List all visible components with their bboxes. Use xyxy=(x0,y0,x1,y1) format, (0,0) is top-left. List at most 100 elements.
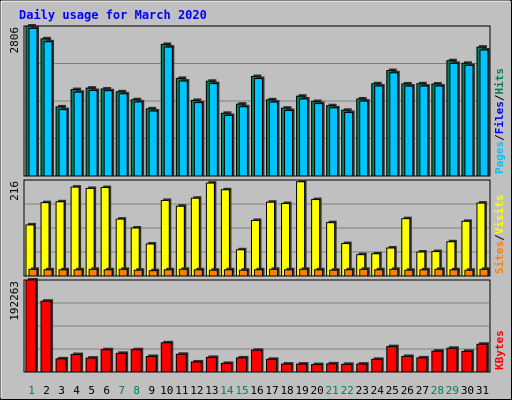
day-label-24: 24 xyxy=(371,384,385,397)
bar-kbytes-day-2 xyxy=(40,300,52,373)
bar-kbytes-day-13 xyxy=(205,356,217,373)
bar-visits-day-6 xyxy=(100,187,110,277)
bar-sites-day-11 xyxy=(178,268,188,277)
chart-title: Daily usage for March 2020 xyxy=(19,8,207,22)
bar-kbytes-day-31 xyxy=(476,343,488,373)
bar-sites-day-6 xyxy=(103,269,113,277)
bar-visits-day-13 xyxy=(205,182,215,277)
bar-files-day-3 xyxy=(58,109,68,177)
day-label-23: 23 xyxy=(356,384,369,397)
bar-files-day-2 xyxy=(43,41,53,177)
bar-files-day-19 xyxy=(299,98,309,177)
bar-files-day-11 xyxy=(178,80,188,177)
bar-files-day-24 xyxy=(374,85,384,177)
panel-pages-legend: Pages/Files/Hits xyxy=(493,68,506,174)
day-label-13: 13 xyxy=(205,384,218,397)
bar-sites-day-7 xyxy=(118,268,128,277)
bar-kbytes-day-12 xyxy=(190,361,202,373)
bar-visits-day-16 xyxy=(250,219,260,277)
panel-visits-legend: Sites/Visits xyxy=(493,195,506,275)
day-label-7: 7 xyxy=(118,384,125,397)
legend-separator: / xyxy=(493,234,506,241)
bar-sites-day-12 xyxy=(193,269,203,277)
day-label-25: 25 xyxy=(386,384,399,397)
day-label-12: 12 xyxy=(190,384,203,397)
day-label-8: 8 xyxy=(133,384,140,397)
bar-kbytes-day-10 xyxy=(160,342,172,373)
panel-visits: 216 Sites/Visits xyxy=(8,179,506,277)
chart-panels: 2806Pages/Files/Hits216Sites/Visits19226… xyxy=(8,24,506,373)
bar-sites-day-5 xyxy=(88,268,98,277)
panel-pages: 2806 Pages/Files/Hits xyxy=(8,24,506,177)
bar-files-day-29 xyxy=(449,62,459,177)
day-label-31: 31 xyxy=(476,384,489,397)
bar-files-day-6 xyxy=(103,90,113,177)
bar-sites-day-17 xyxy=(269,268,279,277)
bar-visits-day-2 xyxy=(40,202,50,277)
day-label-17: 17 xyxy=(265,384,278,397)
bar-kbytes-day-23 xyxy=(356,363,368,373)
day-label-15: 15 xyxy=(235,384,248,397)
bar-sites-day-30 xyxy=(464,269,474,277)
day-label-27: 27 xyxy=(416,384,429,397)
bar-sites-day-22 xyxy=(344,269,354,277)
panel-pages-max-label: 2806 xyxy=(8,27,21,54)
bar-files-day-14 xyxy=(223,114,233,177)
bar-visits-day-19 xyxy=(296,181,306,277)
bar-sites-day-19 xyxy=(299,268,309,277)
bar-kbytes-day-11 xyxy=(175,353,187,373)
bar-sites-day-3 xyxy=(58,269,68,277)
bar-kbytes-day-20 xyxy=(311,364,323,373)
bar-visits-day-17 xyxy=(266,201,276,277)
bar-kbytes-day-3 xyxy=(55,358,67,373)
day-label-5: 5 xyxy=(88,384,95,397)
panel-kbytes-legend: KBytes xyxy=(493,330,506,370)
bar-files-day-4 xyxy=(73,91,83,177)
bar-sites-day-20 xyxy=(314,269,324,277)
legend-kbytes: KBytes xyxy=(493,330,506,370)
day-label-19: 19 xyxy=(295,384,308,397)
bar-kbytes-day-21 xyxy=(326,363,338,373)
bar-visits-day-26 xyxy=(401,218,411,277)
bar-sites-day-4 xyxy=(73,269,83,277)
bar-sites-day-24 xyxy=(374,269,384,277)
bar-kbytes-day-24 xyxy=(371,358,383,373)
bar-files-day-12 xyxy=(193,102,203,177)
day-label-26: 26 xyxy=(401,384,414,397)
bar-kbytes-day-4 xyxy=(70,354,82,373)
bar-kbytes-day-26 xyxy=(401,355,413,373)
bar-sites-day-29 xyxy=(449,269,459,277)
bar-sites-day-27 xyxy=(419,269,429,277)
day-label-9: 9 xyxy=(148,384,155,397)
bar-files-day-18 xyxy=(284,110,294,177)
panel-pages-bars xyxy=(25,24,490,177)
bar-visits-day-18 xyxy=(281,203,291,277)
bar-files-day-9 xyxy=(148,110,158,177)
bar-files-day-22 xyxy=(344,112,354,177)
bar-kbytes-day-29 xyxy=(446,347,458,373)
bar-sites-day-13 xyxy=(208,269,218,277)
bar-kbytes-day-15 xyxy=(235,357,247,373)
bar-kbytes-day-30 xyxy=(461,350,473,373)
bar-files-day-10 xyxy=(163,46,173,177)
legend-separator: / xyxy=(493,94,506,101)
day-label-29: 29 xyxy=(446,384,459,397)
day-label-14: 14 xyxy=(220,384,234,397)
bar-kbytes-day-14 xyxy=(220,362,232,373)
bar-kbytes-day-16 xyxy=(250,349,262,373)
panel-visits-bars xyxy=(25,179,490,277)
day-label-18: 18 xyxy=(280,384,293,397)
bar-sites-day-18 xyxy=(284,269,294,277)
legend-visits: Visits xyxy=(493,195,506,235)
bar-sites-day-1 xyxy=(28,268,38,277)
bar-sites-day-2 xyxy=(43,269,53,277)
day-label-1: 1 xyxy=(28,384,35,397)
bar-files-day-31 xyxy=(479,49,489,177)
bar-kbytes-day-28 xyxy=(431,350,443,373)
day-label-11: 11 xyxy=(175,384,188,397)
panel-visits-max-label: 216 xyxy=(8,181,21,201)
bar-visits-day-10 xyxy=(160,199,170,277)
bar-visits-day-20 xyxy=(311,199,321,277)
bar-files-day-20 xyxy=(314,103,324,177)
